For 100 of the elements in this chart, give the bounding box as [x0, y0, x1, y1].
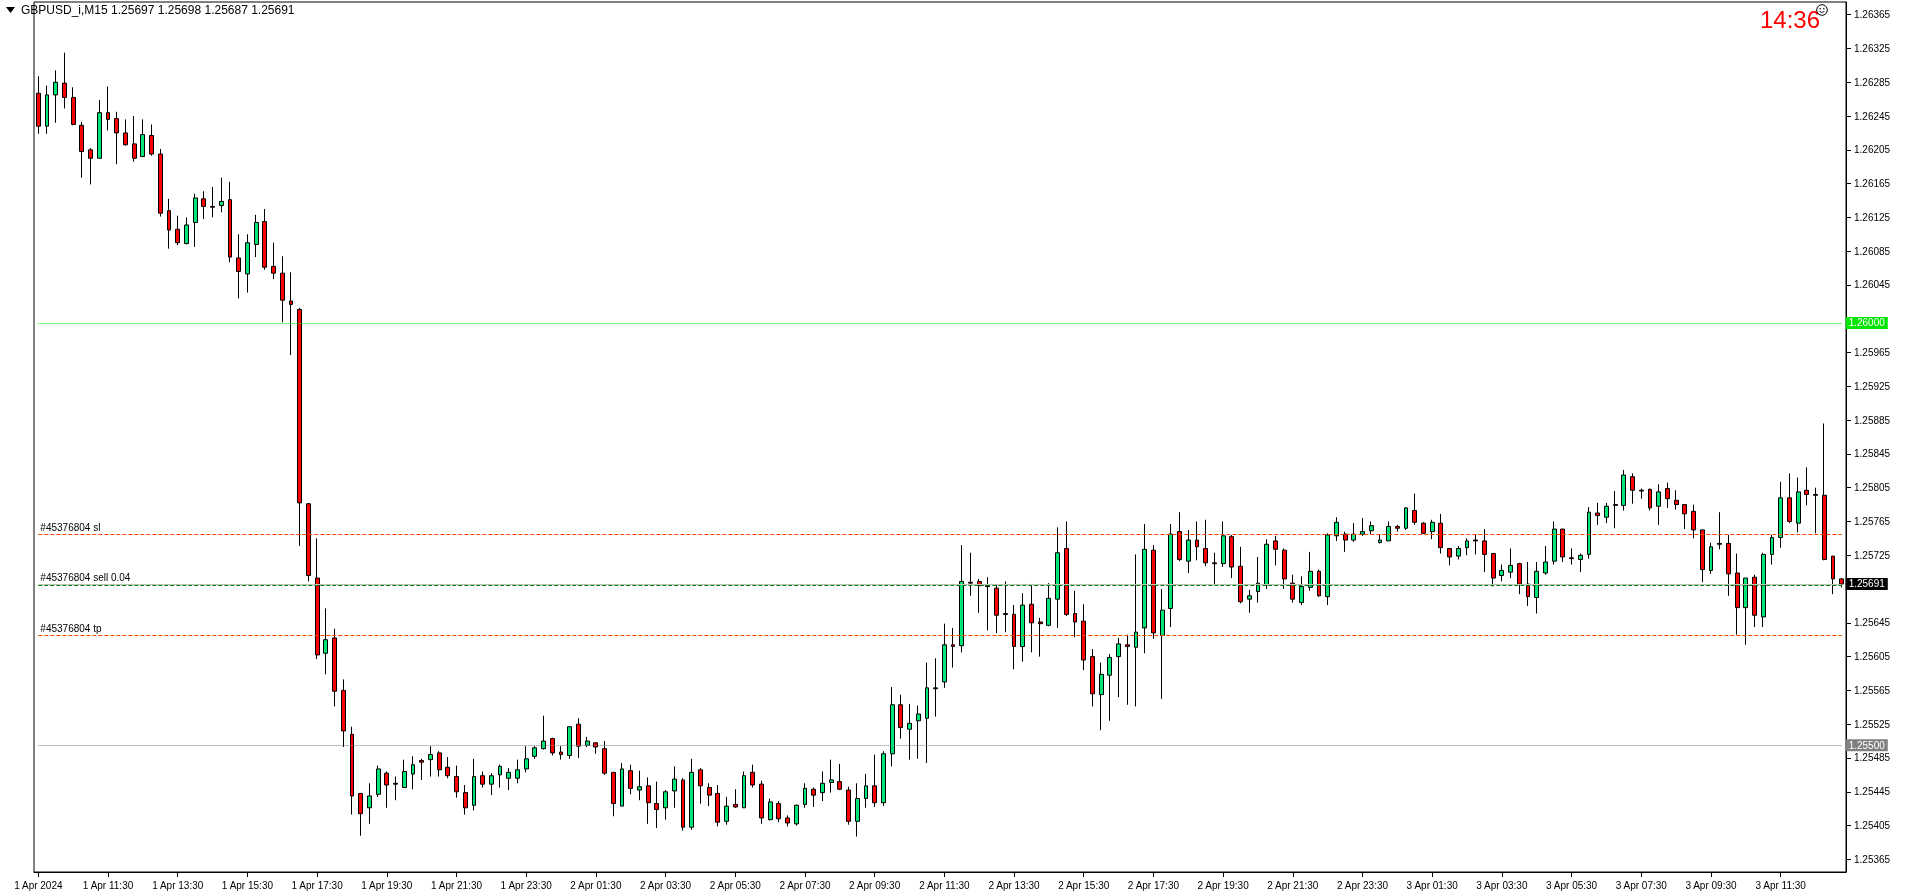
candlestick [1369, 520, 1374, 535]
y-tick-label: 1.25445 [1854, 786, 1891, 798]
x-tick-label: 2 Apr 03:30 [640, 879, 692, 891]
candlestick [149, 123, 154, 157]
candlestick [210, 186, 215, 218]
candlestick [1752, 574, 1757, 628]
candlestick [114, 111, 119, 165]
candlestick [1682, 504, 1687, 530]
candlestick [1639, 488, 1644, 500]
y-tick-label: 1.25965 [1854, 347, 1891, 359]
candlestick [733, 788, 738, 809]
candlestick [463, 784, 468, 816]
candlestick [1334, 516, 1339, 542]
candlestick [341, 678, 346, 748]
x-tick-label: 3 Apr 03:30 [1476, 879, 1528, 891]
candlestick [1508, 548, 1513, 579]
candlestick [1195, 520, 1199, 561]
candlestick [1648, 488, 1652, 511]
candlestick [672, 765, 677, 809]
y-tick-label: 1.26045 [1854, 279, 1891, 291]
candlestick [637, 770, 642, 801]
candlestick [1569, 548, 1574, 566]
candlestick [280, 255, 285, 323]
y-tick-label: 1.26085 [1854, 245, 1891, 257]
candlestick [585, 736, 590, 748]
x-tick-label: 2 Apr 21:30 [1267, 879, 1319, 891]
candlestick [1073, 590, 1077, 638]
candlestick [193, 193, 198, 248]
candlestick [254, 214, 259, 258]
candlestick [1378, 533, 1382, 544]
candlestick [1456, 545, 1461, 560]
candlestick [532, 745, 537, 760]
ref-line-label: 1.25691 [1848, 578, 1886, 590]
candlestick [1726, 534, 1731, 597]
candlestick [1343, 531, 1348, 553]
candlestick [489, 772, 494, 796]
candlestick [1256, 556, 1260, 604]
y-tick-label: 1.26365 [1854, 9, 1891, 21]
candlestick [1447, 548, 1452, 566]
candlestick [123, 118, 128, 147]
candlestick [1796, 477, 1801, 533]
candlestick [1526, 561, 1530, 607]
candlestick [907, 703, 912, 761]
candlestick [785, 814, 790, 827]
candlestick [1778, 481, 1783, 549]
x-tick-label: 2 Apr 11:30 [919, 879, 970, 891]
candlestick [1735, 553, 1740, 636]
candlestick [350, 726, 354, 816]
candlestick [376, 765, 381, 798]
y-tick-label: 1.25725 [1854, 549, 1891, 561]
candlestick [140, 118, 145, 158]
candlestick [881, 750, 886, 807]
candlestick [419, 758, 424, 781]
candlestick [1116, 637, 1121, 698]
y-tick-label: 1.25565 [1854, 684, 1891, 696]
x-tick-label: 1 Apr 17:30 [291, 879, 344, 891]
candlestick [1604, 502, 1609, 524]
y-tick-label: 1.26325 [1854, 42, 1891, 54]
candlestick [1142, 523, 1147, 654]
candlestick [1587, 506, 1591, 560]
candlestick [53, 69, 58, 124]
candlestick [289, 271, 293, 356]
y-tick-label: 1.25525 [1854, 718, 1891, 730]
ref-line-label: #45376804 sell 0.04 [40, 572, 131, 584]
candlestick [524, 745, 529, 773]
candlestick [837, 763, 842, 791]
candlestick [1770, 534, 1774, 566]
y-tick-label: 1.25805 [1854, 482, 1891, 494]
candlestick [1613, 490, 1618, 529]
candlestick [515, 759, 520, 784]
candlestick [942, 623, 947, 689]
y-tick-label: 1.26125 [1854, 211, 1891, 223]
candlestick [315, 537, 320, 660]
candlestick [367, 782, 372, 825]
candlestick [820, 770, 825, 802]
candlestick [951, 627, 955, 669]
chart-title: GBPUSD_i,M15 1.25697 1.25698 1.25687 1.25691 [21, 3, 295, 17]
candlestick [1090, 648, 1095, 707]
candlestick [236, 233, 241, 299]
candlestick [1813, 487, 1818, 534]
candlestick [1787, 472, 1792, 524]
candlestick [245, 233, 250, 294]
candlestick [1081, 603, 1086, 671]
candlestick [1282, 548, 1287, 590]
candlestick [1038, 617, 1043, 658]
y-tick-label: 1.25925 [1854, 380, 1891, 392]
candlestick [1499, 564, 1504, 582]
candlestick [1386, 520, 1391, 542]
candlestick [1055, 526, 1060, 629]
candlestick [1700, 529, 1705, 583]
candlestick [1012, 604, 1016, 670]
candlestick [1743, 577, 1748, 646]
candlestick [1404, 506, 1408, 531]
candlestick [855, 782, 860, 838]
candlestick [1203, 519, 1208, 567]
candlestick [402, 759, 407, 789]
x-tick-label: 1 Apr 23:30 [500, 879, 553, 891]
candlestick [1046, 582, 1051, 627]
candlestick [1064, 520, 1069, 617]
candlestick [994, 584, 999, 634]
